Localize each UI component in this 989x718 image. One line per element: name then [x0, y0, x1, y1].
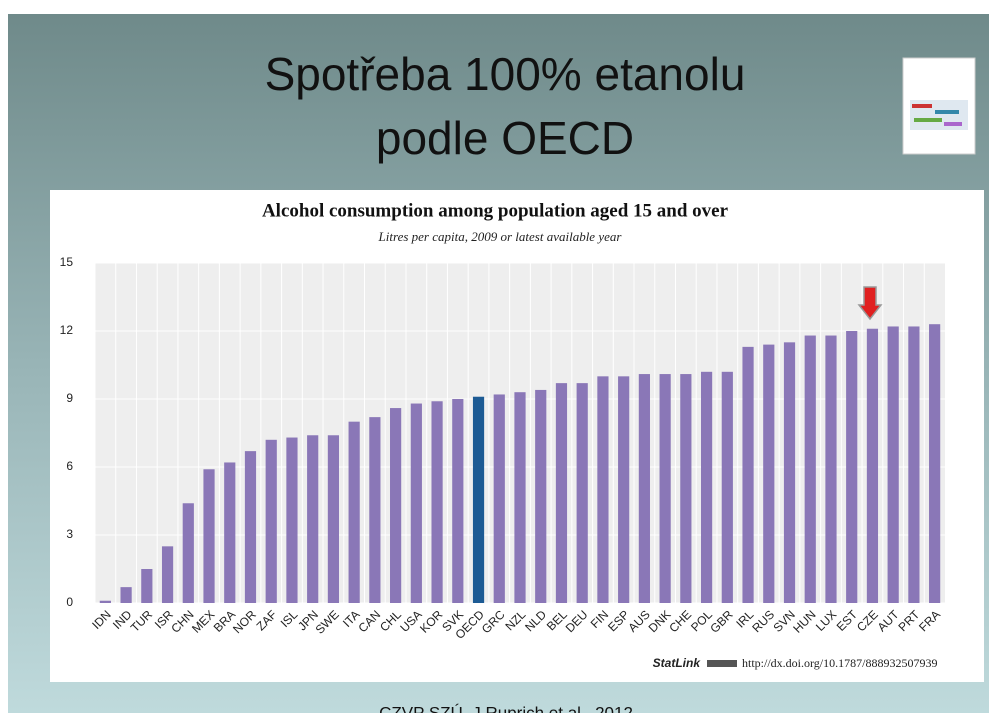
bar: [203, 469, 214, 603]
bar: [514, 392, 525, 603]
bar: [224, 462, 235, 603]
bar: [618, 376, 629, 603]
bar: [867, 329, 878, 603]
y-tick-label: 15: [60, 255, 74, 269]
bar: [929, 324, 940, 603]
y-tick-label: 9: [66, 391, 73, 405]
bar: [908, 326, 919, 603]
bar: [763, 345, 774, 603]
bar: [369, 417, 380, 603]
bar: [183, 503, 194, 603]
bar: [825, 336, 836, 603]
bar: [722, 372, 733, 603]
bar: [100, 601, 111, 603]
chart-title: Alcohol consumption among population age…: [262, 200, 729, 221]
bar: [846, 331, 857, 603]
y-tick-label: 12: [60, 323, 74, 337]
bar: [597, 376, 608, 603]
bar: [431, 401, 442, 603]
slide: Spotřeba 100% etanolu podle OECD Alcohol…: [0, 0, 989, 713]
bar: [701, 372, 712, 603]
y-tick-label: 3: [66, 527, 73, 541]
bar: [349, 422, 360, 603]
bar: [473, 397, 484, 603]
bar: [660, 374, 671, 603]
bar: [266, 440, 277, 603]
bar: [556, 383, 567, 603]
bar: [680, 374, 691, 603]
bar: [784, 342, 795, 603]
bar: [805, 336, 816, 603]
bar: [888, 326, 899, 603]
footer: CZVP SZÚ, J.Ruprich et al., 2012: [379, 703, 633, 713]
chart-subtitle: Litres per capita, 2009 or latest availa…: [378, 229, 623, 244]
bar: [286, 438, 297, 603]
page: Spotřeba 100% etanolu podle OECD Alcohol…: [0, 0, 989, 713]
bar: [535, 390, 546, 603]
bar: [141, 569, 152, 603]
bar: [639, 374, 650, 603]
bar: [328, 435, 339, 603]
bar: [307, 435, 318, 603]
bar: [245, 451, 256, 603]
bar: [577, 383, 588, 603]
statlink-url[interactable]: http://dx.doi.org/10.1787/888932507939: [742, 656, 937, 670]
bar: [390, 408, 401, 603]
y-tick-label: 6: [66, 459, 73, 473]
y-tick-label: 0: [66, 595, 73, 609]
slide-title: podle OECD: [376, 112, 634, 164]
bar: [121, 587, 132, 603]
bar: [494, 394, 505, 603]
book-cover: [903, 58, 975, 154]
slide-title: Spotřeba 100% etanolu: [265, 48, 746, 100]
bar: [411, 404, 422, 603]
bar: [742, 347, 753, 603]
bar: [452, 399, 463, 603]
statlink-logo: [707, 660, 737, 667]
statlink: StatLink: [653, 656, 702, 670]
bar: [162, 546, 173, 603]
